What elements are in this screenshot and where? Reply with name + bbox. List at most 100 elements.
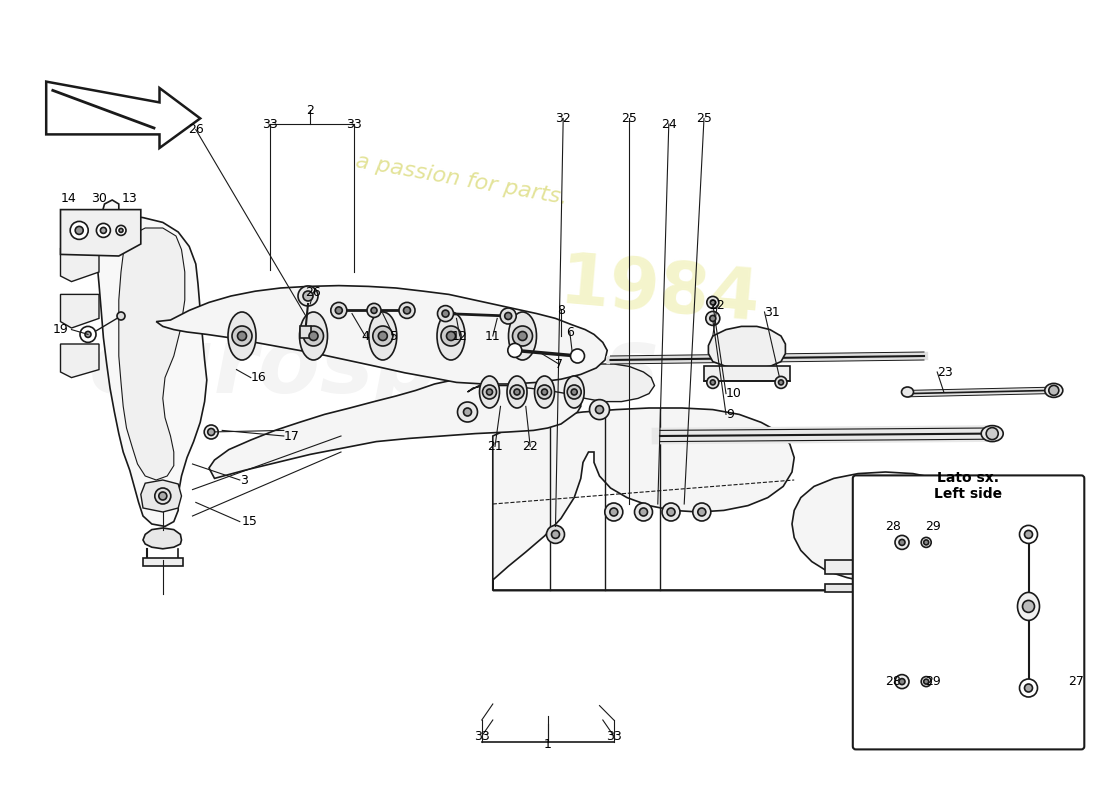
Circle shape — [609, 508, 618, 516]
Circle shape — [571, 389, 578, 395]
Bar — [143, 558, 183, 566]
Circle shape — [711, 380, 715, 385]
Ellipse shape — [299, 312, 328, 360]
Circle shape — [373, 326, 393, 346]
Ellipse shape — [228, 312, 256, 360]
Circle shape — [667, 508, 675, 516]
Circle shape — [97, 223, 110, 238]
Polygon shape — [209, 376, 581, 478]
Circle shape — [70, 222, 88, 239]
Circle shape — [158, 492, 167, 500]
Circle shape — [551, 530, 560, 538]
Circle shape — [500, 308, 516, 324]
Text: 5: 5 — [389, 330, 398, 342]
Bar — [704, 366, 790, 381]
Circle shape — [697, 508, 706, 516]
Circle shape — [486, 389, 493, 395]
Text: 4: 4 — [361, 330, 370, 342]
Bar — [878, 560, 916, 574]
Circle shape — [399, 302, 415, 318]
Circle shape — [1020, 526, 1037, 543]
Text: 1: 1 — [543, 738, 552, 750]
Polygon shape — [708, 326, 785, 368]
Circle shape — [899, 678, 905, 685]
FancyBboxPatch shape — [852, 475, 1085, 750]
Circle shape — [85, 331, 91, 338]
Circle shape — [895, 674, 909, 689]
Circle shape — [571, 349, 584, 363]
Text: 29: 29 — [925, 520, 940, 533]
Polygon shape — [468, 364, 654, 402]
Text: 33: 33 — [474, 730, 490, 742]
Text: 31: 31 — [764, 306, 780, 318]
Text: 9: 9 — [726, 408, 734, 421]
Ellipse shape — [902, 387, 913, 397]
Text: 25: 25 — [621, 112, 637, 125]
Text: 8: 8 — [557, 304, 565, 317]
Circle shape — [711, 300, 715, 305]
Text: 25: 25 — [696, 112, 712, 125]
Circle shape — [75, 226, 84, 234]
Circle shape — [232, 326, 252, 346]
Text: 15: 15 — [242, 515, 257, 528]
Circle shape — [483, 385, 496, 399]
Circle shape — [693, 503, 711, 521]
Circle shape — [458, 402, 477, 422]
Text: 17: 17 — [284, 430, 299, 442]
Text: 11: 11 — [485, 330, 501, 342]
Circle shape — [116, 226, 127, 235]
Circle shape — [80, 326, 96, 342]
Polygon shape — [156, 286, 607, 384]
Polygon shape — [60, 210, 141, 256]
Circle shape — [155, 488, 170, 504]
Circle shape — [442, 310, 449, 317]
Circle shape — [438, 306, 453, 322]
Ellipse shape — [507, 376, 527, 408]
Ellipse shape — [1045, 383, 1063, 398]
Circle shape — [1023, 600, 1034, 613]
Circle shape — [378, 331, 387, 341]
Circle shape — [568, 385, 581, 399]
Circle shape — [547, 526, 564, 543]
Polygon shape — [60, 344, 99, 378]
Circle shape — [710, 315, 716, 322]
Circle shape — [921, 538, 932, 547]
Circle shape — [662, 503, 680, 521]
Circle shape — [447, 331, 455, 341]
Text: 23: 23 — [937, 366, 953, 378]
Circle shape — [510, 385, 524, 399]
Polygon shape — [143, 528, 182, 549]
Circle shape — [513, 326, 532, 346]
Polygon shape — [46, 82, 200, 148]
Circle shape — [514, 389, 520, 395]
Text: 19: 19 — [53, 323, 68, 336]
Circle shape — [1020, 679, 1037, 697]
Text: 29: 29 — [925, 675, 940, 688]
Circle shape — [1024, 530, 1033, 538]
Circle shape — [899, 539, 905, 546]
Circle shape — [779, 380, 783, 385]
Circle shape — [505, 313, 512, 319]
Circle shape — [463, 408, 472, 416]
Ellipse shape — [535, 376, 554, 408]
Ellipse shape — [437, 312, 465, 360]
Circle shape — [595, 406, 604, 414]
Circle shape — [100, 227, 107, 234]
Circle shape — [371, 307, 377, 314]
Text: 13: 13 — [122, 192, 138, 205]
Polygon shape — [60, 294, 99, 328]
Text: 22: 22 — [522, 440, 538, 453]
Ellipse shape — [508, 312, 537, 360]
Circle shape — [776, 376, 786, 388]
Text: 32: 32 — [556, 112, 571, 125]
Ellipse shape — [1018, 592, 1040, 621]
Text: 6: 6 — [565, 326, 574, 338]
Polygon shape — [60, 248, 99, 282]
Circle shape — [331, 302, 346, 318]
Text: 3: 3 — [240, 474, 248, 486]
Circle shape — [336, 307, 342, 314]
Polygon shape — [97, 200, 207, 526]
Circle shape — [367, 303, 381, 318]
Circle shape — [706, 311, 719, 326]
Text: 26: 26 — [188, 123, 204, 136]
